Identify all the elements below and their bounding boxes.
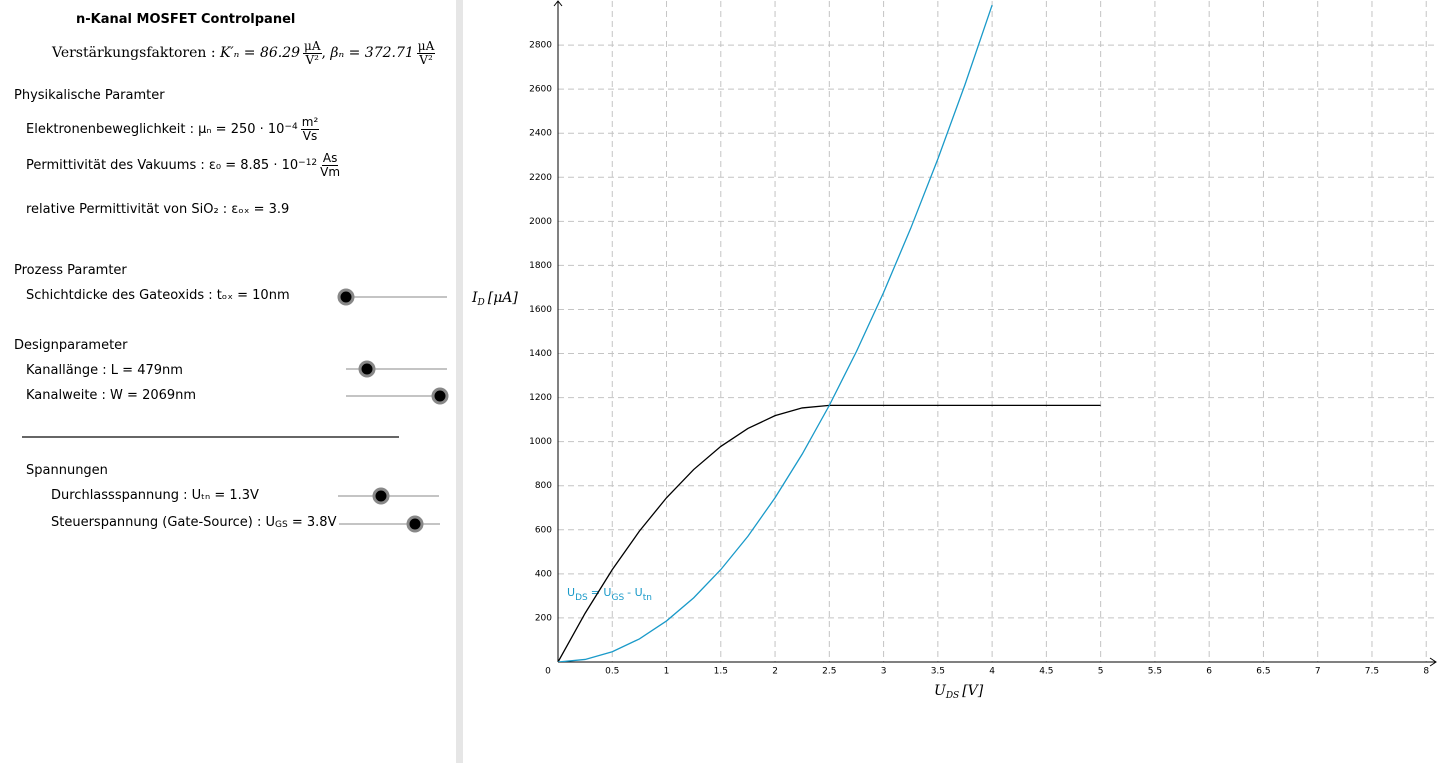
ugs-sub: GS — [275, 520, 288, 530]
tox-label: Schichtdicke des Gateoxids : tₒₓ = 10nm — [26, 288, 290, 303]
annotation: UDS = UGS - Utn — [567, 586, 652, 603]
x-tick-label: 7 — [1315, 667, 1321, 677]
gain-k: K′ₙ = 86.29 — [220, 45, 301, 62]
x-tick-label: 4 — [989, 667, 995, 677]
x-tick-label: 7.5 — [1365, 667, 1379, 677]
frac-num: μA — [416, 39, 436, 54]
mobility-exp: −4 — [284, 122, 298, 132]
permittivity-label: Permittivität des Vakuums : ε₀ = 8.85 · … — [26, 157, 299, 173]
y-arrow — [553, 0, 563, 7]
section-heading: Spannungen — [26, 463, 108, 478]
frac-num: μA — [303, 39, 322, 54]
frac-den: Vs — [302, 128, 318, 143]
x-label-unit: [V] — [962, 683, 984, 699]
y-tick-label: 200 — [535, 613, 552, 623]
x-tick-label: 2.5 — [822, 667, 836, 677]
y-axis-label: ID [μA] — [471, 290, 518, 308]
fraction: μA V² — [416, 39, 436, 67]
frac-num: m² — [300, 115, 320, 130]
slider-knob[interactable] — [406, 515, 424, 533]
data-line — [558, 4, 993, 662]
x-tick-label: 0.5 — [605, 667, 619, 677]
slider-knob[interactable] — [358, 360, 376, 378]
y-tick-label: 2200 — [529, 173, 552, 183]
ugs-row: Steuerspannung (Gate-Source) : U GS = 3.8… — [51, 515, 336, 530]
gain-label: Verstärkungsfaktoren : — [52, 45, 216, 62]
frac-num: As — [321, 151, 339, 166]
x-tick-label: 3 — [881, 667, 887, 677]
section-heading: Physikalische Paramter — [14, 88, 165, 103]
x-tick-label: 1 — [664, 667, 670, 677]
width-label: Kanalweite : W = 2069nm — [26, 388, 197, 403]
y-tick-label: 400 — [535, 569, 552, 579]
annotation-text: U — [567, 586, 575, 599]
relative-permittivity: relative Permittivität von SiO₂ : εₒₓ = … — [26, 202, 290, 217]
annotation-text: - U — [627, 586, 643, 599]
fraction: As Vm — [320, 152, 340, 178]
control-panel: n-Kanal MOSFET Controlpanel Verstärkungs… — [0, 0, 456, 763]
x-tick-label: 8 — [1423, 667, 1429, 677]
y-label-unit: [μA] — [488, 290, 519, 306]
x-tick-label: 1.5 — [714, 667, 728, 677]
annotation-sub: DS — [575, 593, 588, 603]
fraction: μA V² — [303, 39, 322, 67]
utn-label: Durchlassspannung : Uₜₙ = 1.3V — [51, 488, 259, 503]
y-tick-label: 2600 — [529, 85, 552, 95]
y-label-sub: D — [477, 298, 485, 308]
x-tick-label: 4.5 — [1039, 667, 1053, 677]
frac-den: V² — [305, 52, 319, 67]
x-tick-label: 6.5 — [1256, 667, 1270, 677]
x-tick-label: 0 — [545, 667, 551, 677]
x-tick-label: 3.5 — [931, 667, 945, 677]
annotation-sub: GS — [611, 593, 624, 603]
x-tick-label: 6 — [1206, 667, 1212, 677]
y-tick-label: 600 — [535, 525, 552, 535]
y-tick-label: 1000 — [529, 437, 552, 447]
y-tick-label: 2400 — [529, 129, 552, 139]
gain-beta: βₙ = 372.71 — [330, 45, 414, 62]
y-tick-label: 1400 — [529, 349, 552, 359]
ugs-label: Steuerspannung (Gate-Source) : U — [51, 515, 276, 530]
slider-knob[interactable] — [431, 387, 449, 405]
y-tick-label: 2000 — [529, 217, 552, 227]
x-tick-label: 5 — [1098, 667, 1104, 677]
slider-knob[interactable] — [337, 288, 355, 306]
section-heading: Designparameter — [14, 338, 128, 353]
mobility-row: Elektronenbeweglichkeit : μₙ = 250 · 10−… — [26, 115, 320, 143]
panel-title: n-Kanal MOSFET Controlpanel — [76, 12, 296, 27]
x-tick-label: 2 — [772, 667, 778, 677]
divider — [456, 0, 463, 763]
frac-den: Vm — [320, 164, 341, 179]
x-label-main: U — [934, 683, 947, 699]
y-tick-label: 800 — [535, 481, 552, 491]
y-tick-label: 1800 — [529, 261, 552, 271]
gain-row: Verstärkungsfaktoren : K′ₙ = 86.29 μA V²,… — [52, 39, 436, 67]
x-label-sub: DS — [945, 691, 959, 701]
x-axis-label: UDS [V] — [934, 683, 984, 701]
annotation-sub: tn — [643, 593, 652, 603]
x-arrow — [1429, 657, 1437, 667]
permittivity-row: Permittivität des Vakuums : ε₀ = 8.85 · … — [26, 152, 340, 178]
frac-den: V² — [419, 52, 433, 67]
length-label: Kanallänge : L = 479nm — [26, 363, 183, 378]
y-tick-label: 2800 — [529, 41, 552, 51]
permittivity-exp: −12 — [298, 158, 318, 168]
y-tick-label: 1600 — [529, 305, 552, 315]
y-tick-label: 1200 — [529, 393, 552, 403]
y-label-main: I — [471, 290, 478, 306]
fraction: m² Vs — [300, 115, 320, 143]
slider-knob[interactable] — [372, 487, 390, 505]
ugs-value: = 3.8V — [291, 515, 337, 530]
mobility-label: Elektronenbeweglichkeit : μₙ = 250 · 10 — [26, 121, 285, 137]
section-heading: Prozess Paramter — [14, 263, 127, 278]
x-tick-label: 5.5 — [1148, 667, 1162, 677]
